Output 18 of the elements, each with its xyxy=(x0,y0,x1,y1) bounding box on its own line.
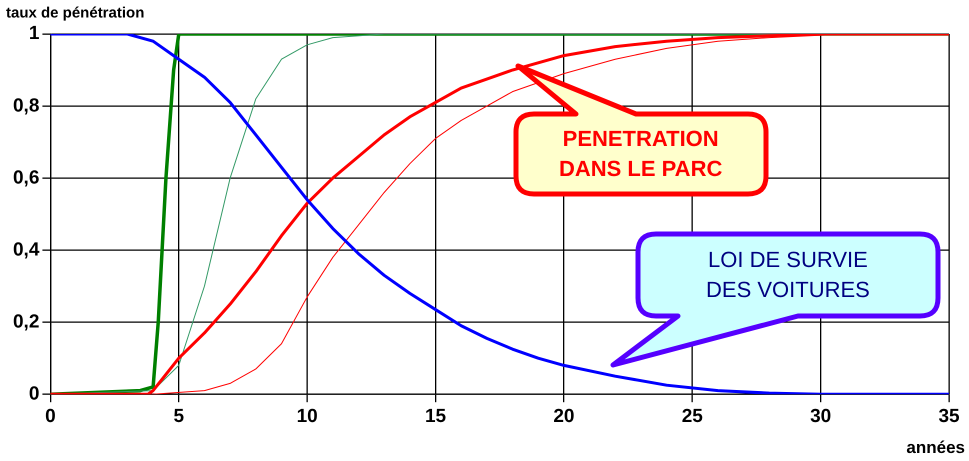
x-tick-label: 20 xyxy=(553,406,574,427)
y-tick-label: 1 xyxy=(28,23,40,44)
annotation: PENETRATION DANS LE PARC xyxy=(558,125,724,184)
annotation: LOI DE SURVIE DES VOITURES xyxy=(705,246,871,304)
x-tick-label: 25 xyxy=(682,406,704,427)
x-tick-label: 5 xyxy=(173,406,184,427)
x-tick-label: 15 xyxy=(424,406,447,427)
y-tick-label: 0,8 xyxy=(12,95,40,116)
y-tick-label: 0,4 xyxy=(12,239,40,260)
y-tick-label: 0 xyxy=(28,383,40,404)
x-tick-label: 0 xyxy=(45,406,56,427)
y-axis-title: taux de pénétration xyxy=(6,4,144,22)
x-axis-title: années xyxy=(906,438,965,458)
x-tick-label: 30 xyxy=(810,406,832,427)
x-tick-label: 35 xyxy=(938,406,960,427)
y-tick-label: 0,6 xyxy=(12,167,40,188)
y-tick-label: 0,2 xyxy=(12,311,40,332)
x-tick-label: 10 xyxy=(296,406,318,427)
